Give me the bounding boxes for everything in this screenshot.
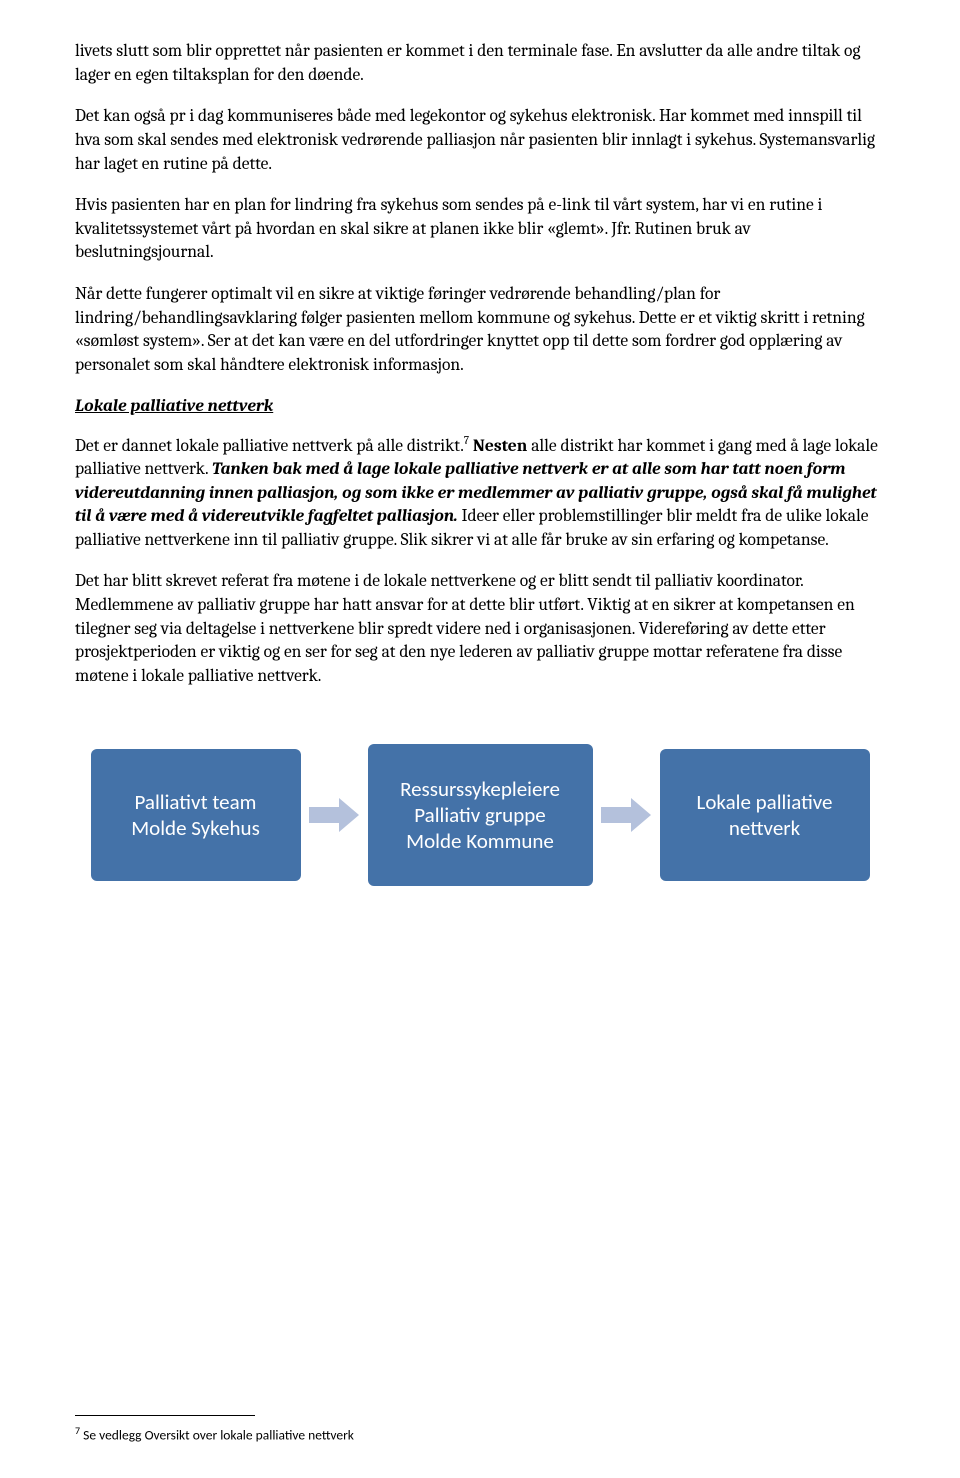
section-heading: Lokale palliative nettverk xyxy=(75,396,885,416)
flow-arrow-1 xyxy=(599,797,654,833)
flow-node-2-line-1: nettverk xyxy=(729,815,800,841)
flow-node-0-line-1: Molde Sykehus xyxy=(131,815,260,841)
flow-node-0-line-0: Palliativt team xyxy=(135,789,257,815)
paragraph-6: Det har blitt skrevet referat fra møtene… xyxy=(75,570,885,688)
flow-node-1-line-0: Ressurssykepleiere xyxy=(400,776,560,802)
flow-node-0: Palliativt team Molde Sykehus xyxy=(91,749,301,882)
flow-node-1-line-2: Molde Kommune xyxy=(406,828,554,854)
footnote-text: Se vedlegg Oversikt over lokale palliati… xyxy=(80,1426,354,1443)
flow-node-1: Ressurssykepleiere Palliativ gruppe Mold… xyxy=(368,744,593,887)
paragraph-1: livets slutt som blir opprettet når pasi… xyxy=(75,40,885,87)
footnote-area: 7 Se vedlegg Oversikt over lokale pallia… xyxy=(75,1395,885,1444)
paragraph-3: Hvis pasienten har en plan for lindring … xyxy=(75,194,885,265)
footnote-7: 7 Se vedlegg Oversikt over lokale pallia… xyxy=(75,1424,885,1444)
flow-node-1-line-1: Palliativ gruppe xyxy=(414,802,545,828)
flow-node-2-line-0: Lokale palliative xyxy=(696,789,832,815)
paragraph-5: Det er dannet lokale palliative nettverk… xyxy=(75,434,885,553)
arrow-right-icon xyxy=(601,798,651,832)
flow-node-2: Lokale palliative nettverk xyxy=(660,749,870,882)
paragraph-4: Når dette fungerer optimalt vil en sikre… xyxy=(75,283,885,378)
p5-bold: Nesten xyxy=(469,435,531,455)
p5-intro: Det er dannet lokale palliative nettverk… xyxy=(75,435,464,455)
flow-arrow-0 xyxy=(307,797,362,833)
flowchart: Palliativt team Molde Sykehus Ressurssyk… xyxy=(75,744,885,887)
paragraph-2: Det kan også pr i dag kommuniseres både … xyxy=(75,105,885,176)
arrow-right-icon xyxy=(309,798,359,832)
footnote-separator xyxy=(75,1415,255,1416)
